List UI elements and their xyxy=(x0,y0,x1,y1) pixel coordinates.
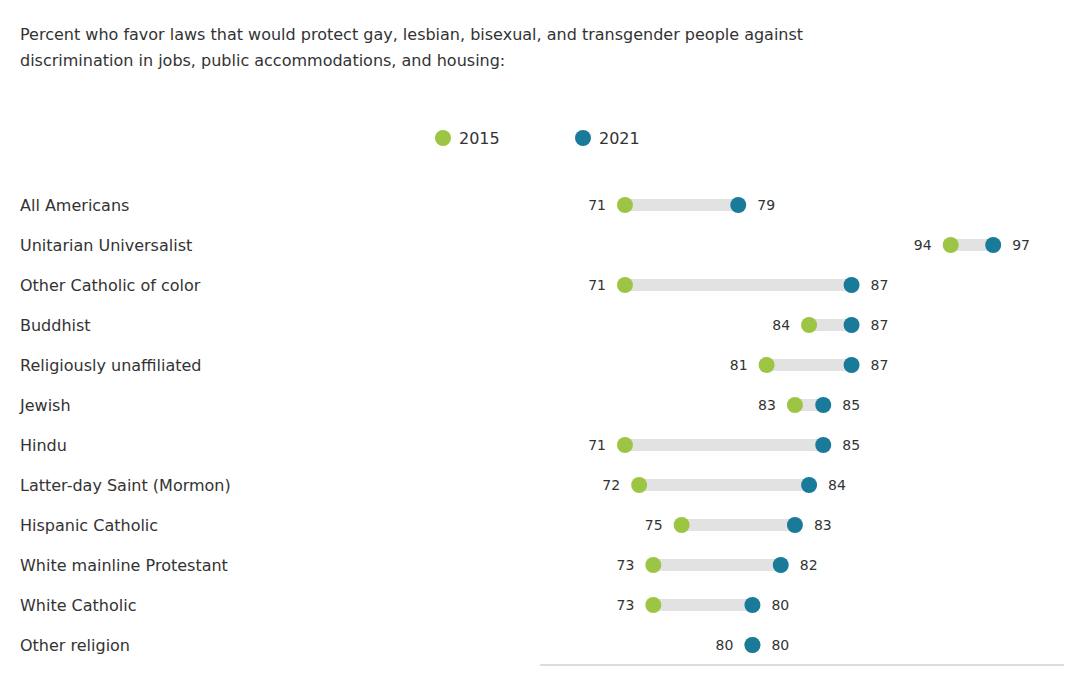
dot xyxy=(943,237,959,253)
data-label: 85 xyxy=(842,437,860,453)
category-label: White mainline Protestant xyxy=(20,556,228,575)
connector xyxy=(633,479,815,491)
data-label: 84 xyxy=(828,477,846,493)
dot xyxy=(787,397,803,413)
dot xyxy=(617,197,633,213)
data-label: 85 xyxy=(842,397,860,413)
category-label: Other religion xyxy=(20,636,130,655)
data-label: 80 xyxy=(716,637,734,653)
legend-label: 2021 xyxy=(599,129,640,148)
dot xyxy=(801,477,817,493)
dot xyxy=(744,637,760,653)
category-label: Unitarian Universalist xyxy=(20,236,192,255)
data-label: 83 xyxy=(814,517,832,533)
labels: All Americans 71 79 Unitarian Universalist 9… xyxy=(19,196,1030,655)
data-label: 79 xyxy=(757,197,775,213)
data-label: 71 xyxy=(588,437,606,453)
connector xyxy=(761,359,858,371)
data-label: 72 xyxy=(602,477,620,493)
data-label: 80 xyxy=(771,597,789,613)
category-label: Hindu xyxy=(20,436,67,455)
category-label: Religiously unaffiliated xyxy=(20,356,202,375)
dot xyxy=(730,197,746,213)
x-axis-line xyxy=(540,665,1064,666)
dot xyxy=(617,277,633,293)
dot xyxy=(985,237,1001,253)
connector xyxy=(676,519,801,531)
dot xyxy=(844,317,860,333)
legend: 2015 2021 xyxy=(435,129,640,148)
data-label: 87 xyxy=(871,317,889,333)
data-label: 80 xyxy=(771,637,789,653)
title: discrimination in jobs, public accommoda… xyxy=(20,51,505,70)
dot xyxy=(759,357,775,373)
connector xyxy=(619,279,858,291)
connector xyxy=(619,199,744,211)
category-label: Hispanic Catholic xyxy=(20,516,158,535)
category-label: Latter-day Saint (Mormon) xyxy=(20,476,231,495)
category-label: All Americans xyxy=(20,196,129,215)
dot xyxy=(674,517,690,533)
data-label: 84 xyxy=(772,317,790,333)
data-label: 71 xyxy=(588,277,606,293)
dot xyxy=(645,597,661,613)
connector xyxy=(619,439,829,451)
data-label: 82 xyxy=(800,557,818,573)
data-label: 73 xyxy=(616,557,634,573)
chart: Percent who favor laws that would protec… xyxy=(0,0,1080,675)
title: Percent who favor laws that would protec… xyxy=(20,25,803,44)
data-label: 87 xyxy=(871,277,889,293)
dot xyxy=(744,597,760,613)
dot xyxy=(631,477,647,493)
background xyxy=(0,0,1080,675)
data-label: 73 xyxy=(616,597,634,613)
category-label: White Catholic xyxy=(20,596,136,615)
dot xyxy=(645,557,661,573)
dot xyxy=(844,277,860,293)
data-label: 83 xyxy=(758,397,776,413)
dot xyxy=(744,637,760,653)
category-label: Buddhist xyxy=(20,316,91,335)
dot xyxy=(815,437,831,453)
dot xyxy=(815,397,831,413)
connector xyxy=(647,599,758,611)
legend-swatch xyxy=(435,130,451,146)
data-label: 81 xyxy=(730,357,748,373)
dot xyxy=(617,437,633,453)
legend-swatch xyxy=(575,130,591,146)
legend-label: 2015 xyxy=(459,129,500,148)
dot xyxy=(801,317,817,333)
dot xyxy=(844,357,860,373)
data-label: 75 xyxy=(645,517,663,533)
data-label: 87 xyxy=(871,357,889,373)
category-label: Other Catholic of color xyxy=(20,276,201,295)
data-label: 97 xyxy=(1012,237,1030,253)
marks xyxy=(617,197,1001,653)
data-label: 94 xyxy=(914,237,932,253)
data-label: 71 xyxy=(588,197,606,213)
dot xyxy=(787,517,803,533)
dot xyxy=(773,557,789,573)
connector xyxy=(647,559,786,571)
category-label: Jewish xyxy=(19,396,71,415)
